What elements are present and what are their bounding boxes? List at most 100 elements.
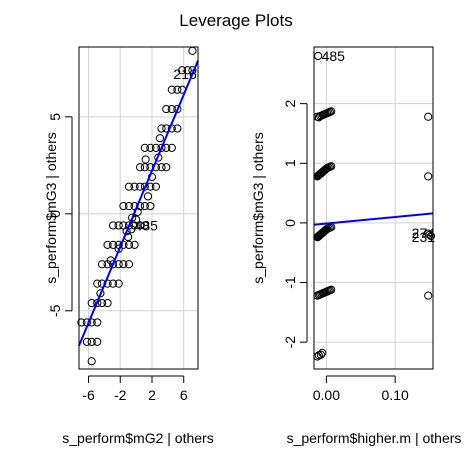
plot-frame bbox=[78, 46, 199, 370]
y-tick-label: 1 bbox=[282, 159, 298, 167]
y-axis-label: s_perform$mG3 | others bbox=[250, 132, 266, 283]
data-point bbox=[87, 298, 96, 308]
data-point bbox=[114, 260, 123, 269]
fit-line bbox=[78, 60, 199, 347]
data-point bbox=[124, 201, 134, 211]
data-point bbox=[97, 260, 107, 269]
x-axis-label: s_perform$higher.m | others bbox=[287, 430, 462, 446]
data-point bbox=[146, 201, 155, 211]
plot-frame bbox=[313, 46, 434, 370]
data-point bbox=[146, 182, 155, 191]
data-point bbox=[140, 163, 149, 172]
x-tick-label: -6 bbox=[82, 387, 95, 403]
data-point bbox=[135, 163, 145, 172]
x-axis: 0.00 0.10 bbox=[313, 375, 409, 403]
x-tick-label: -2 bbox=[114, 387, 127, 403]
data-point bbox=[109, 240, 118, 249]
fit-line bbox=[313, 212, 434, 226]
point-label: 485 bbox=[135, 217, 159, 233]
x-tick-label: 2 bbox=[148, 387, 156, 403]
data-point bbox=[327, 285, 336, 294]
y-tick-label: 0 bbox=[47, 210, 63, 218]
data-point bbox=[316, 350, 325, 359]
grid-lines bbox=[79, 47, 198, 369]
data-point bbox=[157, 143, 166, 152]
data-point bbox=[314, 51, 323, 61]
data-point bbox=[173, 104, 182, 114]
point-label: 274 bbox=[412, 225, 436, 241]
data-point bbox=[82, 337, 92, 346]
data-point bbox=[424, 291, 433, 300]
data-point bbox=[77, 318, 86, 327]
data-point bbox=[130, 240, 139, 249]
y-axis: -5 0 5 bbox=[47, 113, 73, 317]
data-point bbox=[327, 107, 336, 116]
x-tick-label: 0.00 bbox=[313, 387, 340, 403]
point-labels: 216 485 bbox=[135, 66, 197, 233]
point-label: 216 bbox=[173, 66, 197, 82]
data-point bbox=[151, 182, 161, 191]
data-point bbox=[424, 112, 433, 121]
data-point bbox=[146, 143, 155, 152]
data-point bbox=[124, 240, 134, 249]
y-tick-label: 5 bbox=[47, 113, 63, 121]
data-point bbox=[424, 172, 433, 181]
figure-title: Leverage Plots bbox=[179, 11, 292, 30]
data-point bbox=[135, 221, 145, 230]
point-label: 485 bbox=[322, 48, 346, 64]
data-point bbox=[114, 221, 123, 230]
data-point bbox=[162, 104, 171, 114]
data-point bbox=[162, 163, 171, 172]
x-axis-label: s_perform$mG2 | others bbox=[62, 430, 213, 446]
data-point bbox=[173, 85, 182, 94]
x-axis: -6 -2 2 6 bbox=[82, 375, 188, 403]
data-point bbox=[327, 162, 336, 171]
data-point bbox=[188, 46, 197, 55]
data-points bbox=[313, 51, 436, 361]
data-point bbox=[103, 240, 112, 249]
data-point bbox=[151, 143, 161, 152]
grid-lines bbox=[314, 47, 433, 369]
data-point bbox=[109, 279, 118, 288]
data-point bbox=[128, 213, 137, 222]
data-point bbox=[318, 348, 327, 357]
data-point bbox=[424, 229, 433, 238]
data-point bbox=[93, 318, 102, 327]
data-point bbox=[162, 143, 171, 152]
data-point bbox=[97, 298, 107, 308]
data-point bbox=[124, 182, 134, 191]
data-point bbox=[140, 143, 149, 152]
data-point bbox=[135, 182, 145, 191]
x-tick-label: 6 bbox=[180, 387, 188, 403]
data-point bbox=[87, 357, 96, 366]
data-point bbox=[140, 201, 149, 211]
regression-line bbox=[78, 60, 199, 347]
data-point bbox=[122, 227, 131, 236]
data-point bbox=[141, 155, 150, 164]
data-point bbox=[93, 337, 102, 346]
y-tick-label: -1 bbox=[282, 276, 298, 289]
y-tick-label: 0 bbox=[282, 219, 298, 227]
data-point bbox=[173, 124, 182, 133]
data-point bbox=[87, 337, 96, 346]
panel-mg2: 216 485 -6 -2 2 6 -5 0 5 s_perform$mG2 | other… bbox=[43, 46, 214, 446]
x-tick-label: 0.10 bbox=[382, 387, 409, 403]
data-point bbox=[119, 201, 128, 211]
data-point bbox=[167, 85, 176, 94]
data-point bbox=[167, 143, 176, 152]
y-axis-label: s_perform$mG3 | others bbox=[43, 132, 59, 283]
y-tick-label: -2 bbox=[282, 336, 298, 349]
data-point bbox=[157, 124, 166, 133]
data-point bbox=[130, 182, 139, 191]
data-point bbox=[167, 104, 176, 114]
data-point bbox=[93, 279, 102, 288]
data-point bbox=[114, 279, 123, 288]
data-point bbox=[109, 221, 118, 230]
y-tick-label: -5 bbox=[47, 304, 63, 317]
y-tick-label: 2 bbox=[282, 100, 298, 108]
y-axis: -2 -1 0 1 2 bbox=[282, 100, 308, 349]
data-point bbox=[119, 260, 128, 269]
